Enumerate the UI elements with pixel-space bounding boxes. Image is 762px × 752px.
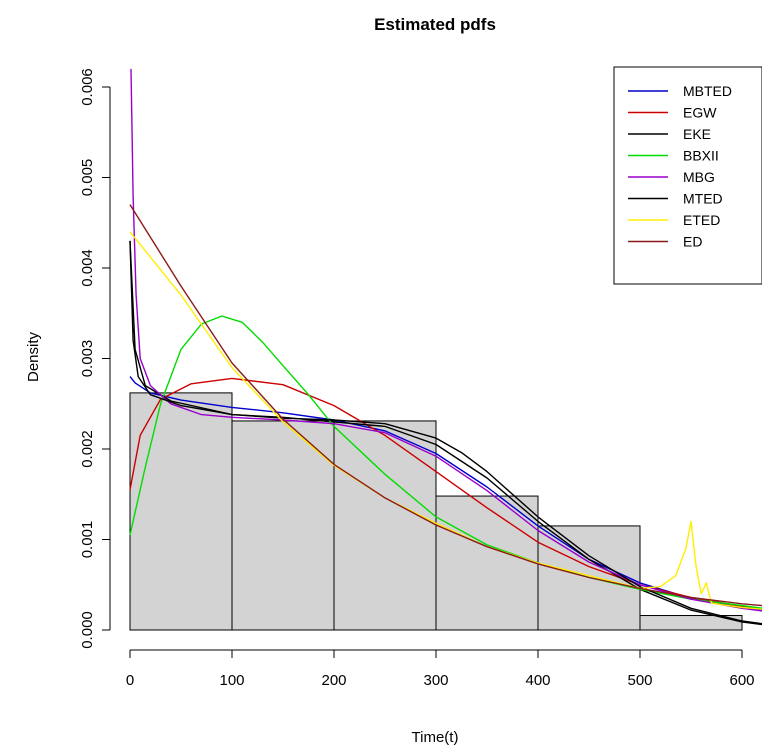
legend-label-bbxii: BBXII xyxy=(683,148,719,164)
histogram-bars xyxy=(129,392,743,631)
legend: MBTED EGW EKE BBXII MBG MTED ETED ED xyxy=(613,66,762,285)
legend-label-mbted: MBTED xyxy=(683,83,732,99)
curve-eted xyxy=(129,231,762,610)
y-tick-label: 0.005 xyxy=(79,159,96,197)
density-curves xyxy=(129,68,762,626)
x-tick-label: 600 xyxy=(729,672,754,689)
curve-ed xyxy=(129,204,762,607)
x-tick-label: 500 xyxy=(627,672,652,689)
y-tick-label: 0.002 xyxy=(79,430,96,468)
curve-bbxii xyxy=(129,315,762,609)
legend-label-mted: MTED xyxy=(683,191,723,207)
histogram-bar xyxy=(231,420,335,631)
legend-label-ed: ED xyxy=(683,234,702,250)
legend-label-eted: ETED xyxy=(683,212,720,228)
y-axis-label: Density xyxy=(25,331,42,382)
y-tick-label: 0.004 xyxy=(79,249,96,287)
curve-egw xyxy=(129,377,762,610)
legend-box xyxy=(613,66,762,285)
x-axis: 0 100 200 300 400 500 600 xyxy=(126,649,755,689)
y-tick-label: 0.003 xyxy=(79,340,96,378)
legend-label-mbg: MBG xyxy=(683,169,715,185)
legend-label-egw: EGW xyxy=(683,105,717,121)
histogram-bar xyxy=(333,420,437,631)
x-axis-label: Time(t) xyxy=(412,729,459,746)
y-tick-label: 0.000 xyxy=(79,611,96,649)
x-tick-label: 100 xyxy=(219,672,244,689)
x-tick-label: 400 xyxy=(525,672,550,689)
histogram-bar xyxy=(435,495,539,631)
histogram-bar xyxy=(639,615,743,631)
x-tick-label: 200 xyxy=(321,672,346,689)
x-tick-label: 300 xyxy=(423,672,448,689)
histogram-bar xyxy=(129,392,233,631)
x-tick-label: 0 xyxy=(126,672,134,689)
y-tick-label: 0.006 xyxy=(79,68,96,106)
curve-mbg xyxy=(130,68,762,612)
legend-label-eke: EKE xyxy=(683,126,711,142)
y-tick-label: 0.001 xyxy=(79,521,96,559)
chart-title: Estimated pdfs xyxy=(374,15,496,34)
y-axis: 0.000 0.001 0.002 0.003 0.004 0.005 0.006 xyxy=(79,68,111,649)
